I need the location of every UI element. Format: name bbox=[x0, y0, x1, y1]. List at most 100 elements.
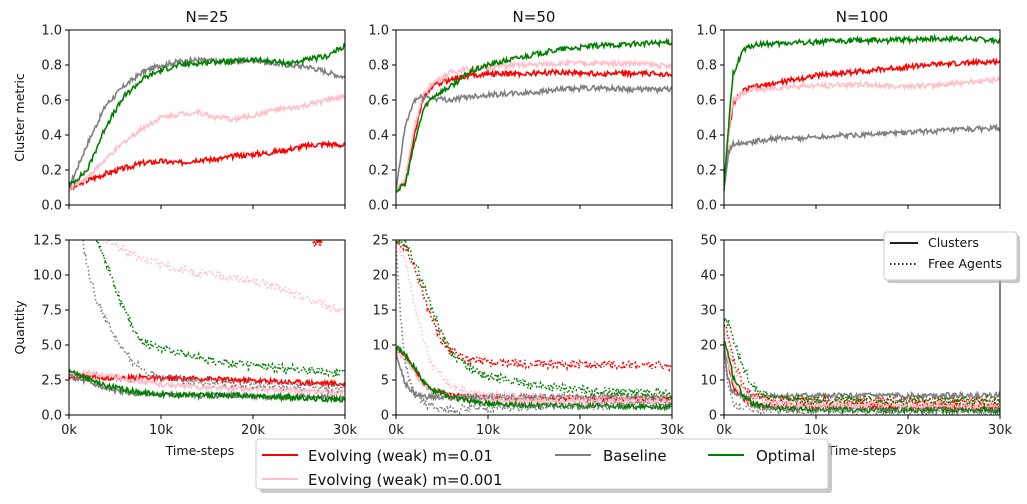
series-line-free-agents-evolving-weak-m-0-01 bbox=[396, 240, 672, 373]
y-tick-label: 0.4 bbox=[368, 129, 389, 144]
y-tick-label: 1.0 bbox=[696, 24, 717, 39]
style-legend: Clusters Free Agents bbox=[883, 231, 1020, 283]
axes-frame bbox=[395, 29, 673, 206]
y-tick-label: 20 bbox=[372, 269, 389, 284]
x-tick-label: 10k bbox=[804, 423, 829, 438]
y-tick-label: 1.0 bbox=[41, 24, 62, 39]
panel-3: 0.0 2.5 5.0 7.5 10.0 12.5 0k 10k 20k 30k Quantity T… bbox=[12, 234, 358, 459]
series-line-clusters-evolving-weak-m-0-01 bbox=[69, 139, 345, 192]
panel-title: N=50 bbox=[513, 8, 556, 26]
y-tick-label: 20 bbox=[700, 339, 717, 354]
panel-4: 0 5 10 15 20 25 0k 10k 20k 30k bbox=[372, 234, 684, 439]
y-tick-label: 5 bbox=[381, 374, 389, 389]
series-line-clusters-baseline bbox=[724, 123, 1000, 186]
axes-frame bbox=[395, 239, 673, 416]
y-tick-label: 1.0 bbox=[368, 24, 389, 39]
series-legend: Evolving (weak) m=0.01 Evolving (weak) m… bbox=[255, 438, 832, 493]
y-tick-label: 7.5 bbox=[41, 304, 62, 319]
axes-frame bbox=[68, 239, 346, 416]
series-line-free-agents-optimal bbox=[724, 315, 1000, 408]
series-line-clusters-evolving-weak-m-0-01 bbox=[724, 57, 1000, 189]
series-line-clusters-evolving-weak-m-0-01 bbox=[396, 67, 672, 193]
y-tick-label: 25 bbox=[372, 234, 389, 249]
y-tick-label: 0.4 bbox=[696, 129, 717, 144]
series-line-clusters-evolving-weak-m-0-001 bbox=[724, 74, 1000, 188]
x-tick-label: 10k bbox=[476, 423, 501, 438]
legend-label-optimal: Optimal bbox=[756, 447, 815, 465]
series-line-clusters-baseline bbox=[724, 343, 1000, 401]
series-line-clusters-baseline bbox=[69, 55, 345, 189]
series-group-3 bbox=[69, 240, 345, 404]
series-line-clusters-baseline bbox=[396, 83, 672, 190]
y-tick-label: 0.6 bbox=[41, 94, 62, 109]
y-tick-label: 5.0 bbox=[41, 339, 62, 354]
y-axis-label: Cluster metric bbox=[12, 73, 27, 162]
x-tick-label: 0k bbox=[388, 423, 404, 438]
y-tick-label: 0.0 bbox=[41, 199, 62, 214]
y-tick-label: 2.5 bbox=[41, 374, 62, 389]
panel-0: 0.0 0.2 0.4 0.6 0.8 1.0 N=25 Cluster metric bbox=[12, 8, 346, 214]
panel-title: N=100 bbox=[836, 8, 888, 26]
y-tick-label: 12.5 bbox=[33, 234, 62, 249]
legend-label-clusters: Clusters bbox=[928, 235, 979, 250]
y-axis-label: Quantity bbox=[12, 300, 27, 355]
y-tick-label: 10.0 bbox=[33, 269, 62, 284]
x-tick-label: 20k bbox=[241, 423, 266, 438]
legend-label-baseline: Baseline bbox=[603, 447, 667, 465]
y-tick-label: 0 bbox=[709, 409, 717, 424]
series-group-4 bbox=[396, 240, 672, 415]
y-tick-label: 15 bbox=[372, 304, 389, 319]
y-tick-label: 0.8 bbox=[368, 59, 389, 74]
axes-frame bbox=[723, 29, 1001, 206]
series-legend-box bbox=[255, 438, 829, 490]
series-line-clusters-evolving-weak-m-0-001 bbox=[69, 368, 345, 398]
legend-label-evolving-001: Evolving (weak) m=0.01 bbox=[308, 447, 493, 465]
series-line-free-agents-evolving-weak-m-0-01 bbox=[312, 240, 323, 248]
y-tick-label: 0.0 bbox=[696, 199, 717, 214]
panel-title: N=25 bbox=[186, 8, 229, 26]
x-tick-label: 0k bbox=[61, 423, 77, 438]
y-tick-label: 30 bbox=[700, 304, 717, 319]
series-line-free-agents-baseline bbox=[396, 242, 672, 415]
series-line-clusters-evolving-weak-m-0-001 bbox=[69, 93, 345, 194]
axes-frame bbox=[723, 239, 1001, 416]
legend-label-free-agents: Free Agents bbox=[928, 256, 1002, 271]
panel-5: 0 10 20 30 40 50 0k 10k 20k 30k Time-steps bbox=[700, 234, 1012, 459]
series-line-free-agents-evolving-weak-m-0-001 bbox=[105, 240, 345, 316]
series-group-5 bbox=[724, 315, 1000, 415]
y-tick-label: 10 bbox=[372, 339, 389, 354]
y-tick-label: 40 bbox=[700, 269, 717, 284]
series-group-2 bbox=[724, 33, 1000, 192]
x-tick-label: 30k bbox=[988, 423, 1013, 438]
legend-label-evolving-0001: Evolving (weak) m=0.001 bbox=[308, 471, 503, 489]
series-group-0 bbox=[69, 42, 345, 194]
series-line-clusters-evolving-weak-m-0-001 bbox=[396, 57, 672, 194]
series-line-free-agents-evolving-weak-m-0-001 bbox=[724, 329, 1000, 411]
y-tick-label: 10 bbox=[700, 374, 717, 389]
series-line-clusters-optimal bbox=[69, 42, 345, 188]
x-axis-label: Time-steps bbox=[165, 443, 235, 458]
y-tick-label: 0.2 bbox=[696, 164, 717, 179]
series-line-clusters-optimal bbox=[396, 37, 672, 194]
style-legend-box bbox=[883, 231, 1018, 281]
x-tick-label: 0k bbox=[716, 423, 732, 438]
x-tick-label: 10k bbox=[149, 423, 174, 438]
x-tick-label: 20k bbox=[568, 423, 593, 438]
panel-1: 0.0 0.2 0.4 0.6 0.8 1.0 N=50 bbox=[368, 8, 673, 214]
series-group-1 bbox=[396, 37, 672, 194]
series-line-free-agents-optimal bbox=[396, 240, 672, 401]
y-tick-label: 0 bbox=[381, 409, 389, 424]
y-tick-label: 0.8 bbox=[696, 59, 717, 74]
y-tick-label: 0.0 bbox=[41, 409, 62, 424]
series-line-free-agents-evolving-weak-m-0-001 bbox=[396, 241, 672, 406]
series-line-free-agents-baseline bbox=[82, 240, 345, 395]
y-tick-label: 0.0 bbox=[368, 199, 389, 214]
y-tick-label: 0.2 bbox=[41, 164, 62, 179]
y-tick-label: 0.6 bbox=[696, 94, 717, 109]
series-line-clusters-optimal bbox=[396, 345, 672, 412]
axes-frame bbox=[68, 29, 346, 206]
series-line-free-agents-optimal bbox=[95, 240, 345, 378]
x-tick-label: 20k bbox=[896, 423, 921, 438]
